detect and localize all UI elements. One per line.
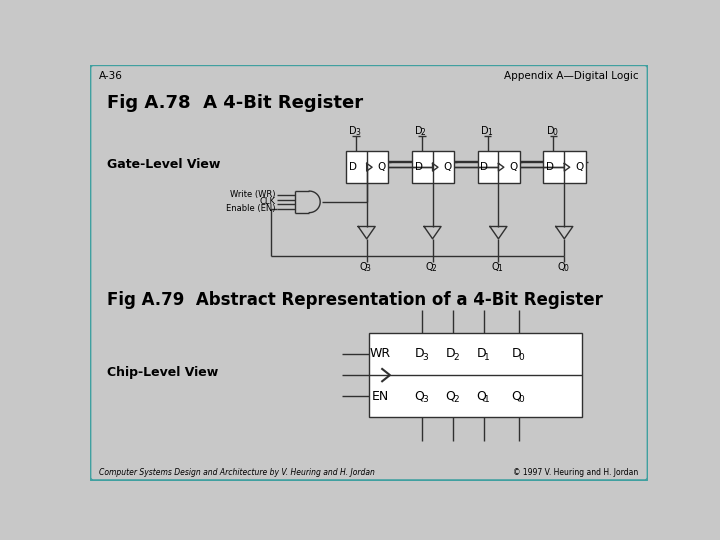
Text: Chip-Level View: Chip-Level View bbox=[107, 366, 218, 379]
Text: Q: Q bbox=[492, 261, 499, 272]
Text: D: D bbox=[349, 126, 356, 136]
Text: 3: 3 bbox=[422, 395, 428, 404]
Text: D: D bbox=[477, 347, 486, 360]
Text: D: D bbox=[415, 162, 423, 172]
Text: 1: 1 bbox=[484, 353, 490, 361]
Text: A-36: A-36 bbox=[99, 71, 123, 80]
Text: D: D bbox=[348, 162, 356, 172]
Text: D: D bbox=[481, 126, 488, 136]
Text: D: D bbox=[546, 126, 554, 136]
Text: 3: 3 bbox=[355, 128, 360, 137]
Text: WR: WR bbox=[370, 347, 391, 360]
Text: 1: 1 bbox=[498, 265, 503, 273]
Text: Q: Q bbox=[511, 390, 521, 403]
Text: D: D bbox=[511, 347, 521, 360]
Text: 0: 0 bbox=[552, 128, 557, 137]
Text: D: D bbox=[446, 347, 455, 360]
Text: Q: Q bbox=[575, 162, 583, 172]
Text: 2: 2 bbox=[432, 265, 436, 273]
Text: Q: Q bbox=[443, 162, 451, 172]
Text: 0: 0 bbox=[564, 265, 568, 273]
Text: 3: 3 bbox=[366, 265, 371, 273]
Text: EN: EN bbox=[372, 390, 390, 403]
Text: 0: 0 bbox=[519, 395, 525, 404]
Text: Q: Q bbox=[446, 390, 455, 403]
Text: Write (WR): Write (WR) bbox=[230, 191, 275, 199]
Bar bbox=[346, 151, 388, 184]
Text: Q: Q bbox=[360, 261, 367, 272]
Text: Q: Q bbox=[557, 261, 565, 272]
Text: Q: Q bbox=[415, 390, 424, 403]
Text: Fig A.79  Abstract Representation of a 4-Bit Register: Fig A.79 Abstract Representation of a 4-… bbox=[107, 291, 603, 309]
Text: Fig A.78  A 4-Bit Register: Fig A.78 A 4-Bit Register bbox=[107, 94, 363, 112]
Text: 2: 2 bbox=[453, 353, 459, 361]
Text: 2: 2 bbox=[421, 128, 426, 137]
Text: Q: Q bbox=[426, 261, 433, 272]
Text: Appendix A—Digital Logic: Appendix A—Digital Logic bbox=[504, 71, 639, 80]
Text: 2: 2 bbox=[453, 395, 459, 404]
Bar bbox=[477, 151, 520, 184]
Text: Computer Systems Design and Architecture by V. Heuring and H. Jordan: Computer Systems Design and Architecture… bbox=[99, 468, 375, 477]
Text: D: D bbox=[415, 126, 423, 136]
Bar bbox=[412, 151, 454, 184]
Bar bbox=[544, 151, 586, 184]
Text: CLK: CLK bbox=[259, 197, 275, 206]
Text: Q: Q bbox=[377, 162, 385, 172]
Text: 0: 0 bbox=[519, 353, 525, 361]
Text: Q: Q bbox=[477, 390, 486, 403]
Text: 1: 1 bbox=[484, 395, 490, 404]
Text: 1: 1 bbox=[487, 128, 492, 137]
Bar bbox=[369, 333, 582, 417]
Text: 3: 3 bbox=[422, 353, 428, 361]
Text: © 1997 V. Heuring and H. Jordan: © 1997 V. Heuring and H. Jordan bbox=[513, 468, 639, 477]
Text: D: D bbox=[480, 162, 488, 172]
FancyBboxPatch shape bbox=[90, 65, 648, 481]
Text: Q: Q bbox=[509, 162, 517, 172]
Text: D: D bbox=[415, 347, 424, 360]
Text: D: D bbox=[546, 162, 554, 172]
Text: Gate-Level View: Gate-Level View bbox=[107, 158, 220, 171]
Text: Enable (EN): Enable (EN) bbox=[226, 204, 275, 213]
